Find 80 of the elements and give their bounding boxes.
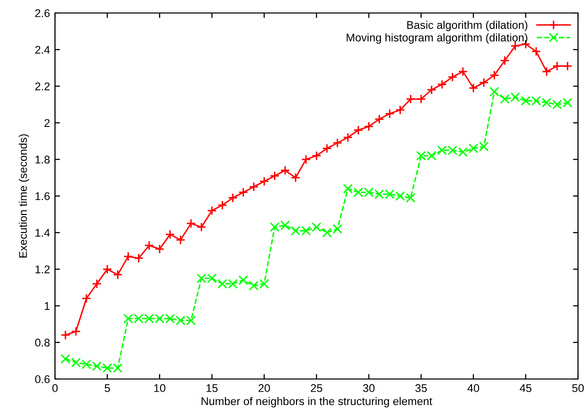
point <box>207 206 217 216</box>
point <box>165 230 175 240</box>
y-tick-label: 0.8 <box>35 338 50 347</box>
point <box>92 278 102 289</box>
point <box>322 228 332 238</box>
point <box>82 294 92 304</box>
point <box>186 218 196 228</box>
point <box>123 252 134 262</box>
point <box>134 253 144 264</box>
x-tick-label: 25 <box>310 384 322 392</box>
point <box>248 182 259 192</box>
point <box>531 46 542 56</box>
legend-label: Moving histogram algorithm (dilation) <box>346 33 528 44</box>
x-tick-label: 40 <box>467 384 480 392</box>
y-tick-label: 2.2 <box>35 82 50 90</box>
point <box>343 132 353 142</box>
point <box>562 61 572 71</box>
point <box>60 354 70 364</box>
x-tick-label: 5 <box>104 384 110 392</box>
x-tick-label: 0 <box>52 384 58 392</box>
y-tick-label: 1.6 <box>36 192 50 200</box>
point <box>479 78 489 88</box>
y-tick-label: 0.6 <box>35 375 50 384</box>
y-tick-label: 2.6 <box>35 9 50 18</box>
x-tick-label: 10 <box>154 384 166 392</box>
x-tick-label: 35 <box>415 384 427 392</box>
point <box>71 326 81 336</box>
point <box>322 144 332 154</box>
y-tick-label: 1.2 <box>36 265 50 274</box>
point <box>228 192 238 203</box>
point <box>489 70 500 80</box>
point <box>102 264 112 274</box>
x-tick-label: 30 <box>363 384 375 392</box>
point <box>552 61 562 71</box>
point <box>60 330 70 340</box>
point <box>364 122 374 132</box>
y-tick-label: 2.4 <box>35 46 50 54</box>
y-tick-label: 1.8 <box>36 156 50 164</box>
point <box>406 94 416 104</box>
point <box>218 200 228 210</box>
y-tick-label: 2 <box>44 119 50 127</box>
point <box>448 72 458 82</box>
point <box>144 240 154 250</box>
point <box>416 94 426 104</box>
point <box>489 86 500 97</box>
point <box>343 184 353 194</box>
x-tick-label: 15 <box>206 384 218 392</box>
point <box>290 172 300 183</box>
point <box>112 270 123 280</box>
point <box>238 187 248 198</box>
point <box>500 56 510 66</box>
point <box>332 138 342 148</box>
point <box>395 105 406 115</box>
point <box>301 154 311 164</box>
y-axis-title: Execution time (seconds) <box>18 134 30 258</box>
x-tick-label: 20 <box>258 384 270 392</box>
point <box>332 224 342 234</box>
point <box>468 83 478 93</box>
point <box>154 244 164 254</box>
point <box>270 171 280 181</box>
point <box>176 235 186 245</box>
point <box>259 176 270 186</box>
point <box>312 150 322 161</box>
y-tick-label: 1.4 <box>36 228 50 237</box>
point <box>196 222 206 232</box>
point <box>542 66 552 76</box>
point <box>280 166 290 176</box>
x-axis-title: Number of neighbors in the structuring element <box>202 396 432 408</box>
point <box>458 66 468 76</box>
point <box>384 108 395 119</box>
x-tick-label: 45 <box>520 384 532 392</box>
x-tick-label: 50 <box>572 384 584 392</box>
legend-label: Basic algorithm (dilation) <box>407 20 528 32</box>
point <box>238 275 248 286</box>
point <box>437 80 447 90</box>
y-tick-label: 1 <box>44 302 50 310</box>
point <box>312 222 322 232</box>
point <box>426 85 436 95</box>
point <box>353 125 364 135</box>
point <box>374 114 384 124</box>
